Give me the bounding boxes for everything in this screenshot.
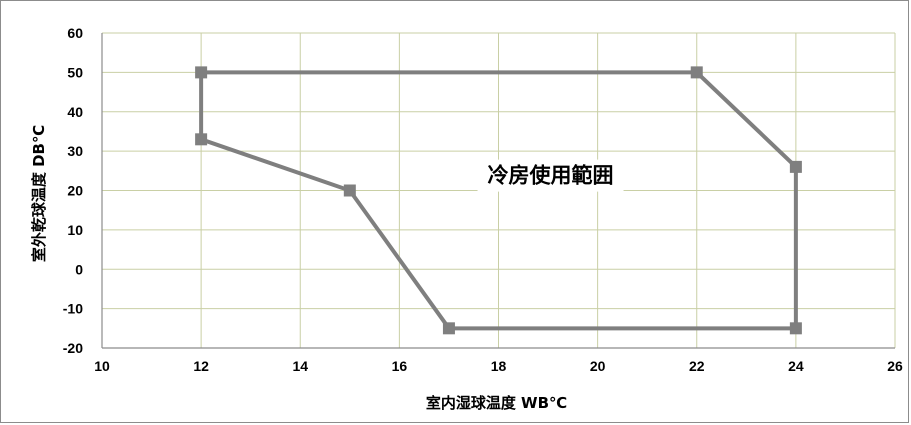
y-tick-label: 10 — [67, 222, 83, 238]
annotation-wrap: 冷房使用範囲 — [477, 159, 624, 192]
y-axis-title: 室外乾球温度 DB℃ — [30, 125, 48, 262]
data-point-marker — [789, 322, 802, 335]
data-point-marker — [690, 66, 703, 79]
y-tick-label: 60 — [67, 25, 83, 41]
x-axis-title: 室内湿球温度 WB℃ — [426, 394, 567, 412]
y-tick-label: 50 — [67, 64, 83, 80]
data-point-marker — [789, 160, 802, 173]
x-tick-label: 12 — [193, 358, 209, 374]
x-tick-label: 24 — [788, 358, 804, 374]
data-point-marker — [442, 322, 455, 335]
x-tick-label: 22 — [689, 358, 705, 374]
axes — [101, 33, 895, 349]
y-tick-label: -10 — [63, 301, 83, 317]
x-tick-label: 14 — [292, 358, 308, 374]
x-tick-label: 26 — [887, 358, 903, 374]
y-tick-label: 30 — [67, 143, 83, 159]
data-point-marker — [343, 184, 356, 197]
data-point-marker — [195, 133, 208, 146]
series — [195, 66, 802, 335]
boundary-line — [199, 70, 798, 331]
chart-annotation: 冷房使用範囲 — [488, 164, 614, 188]
x-tick-labels: 10 12 14 16 18 20 22 24 26 — [94, 358, 903, 374]
annotation-background — [477, 159, 624, 192]
x-tick-label: 20 — [590, 358, 606, 374]
x-tick-label: 18 — [491, 358, 507, 374]
y-tick-labels: 60 50 40 30 20 10 0 -10 -20 — [63, 25, 83, 356]
data-point-marker — [195, 66, 208, 79]
x-tick-label: 10 — [94, 358, 110, 374]
y-tick-label: -20 — [63, 340, 83, 356]
x-tick-label: 16 — [392, 358, 408, 374]
y-tick-label: 40 — [67, 104, 83, 120]
y-tick-label: 0 — [75, 261, 83, 277]
y-tick-label: 20 — [67, 183, 83, 199]
